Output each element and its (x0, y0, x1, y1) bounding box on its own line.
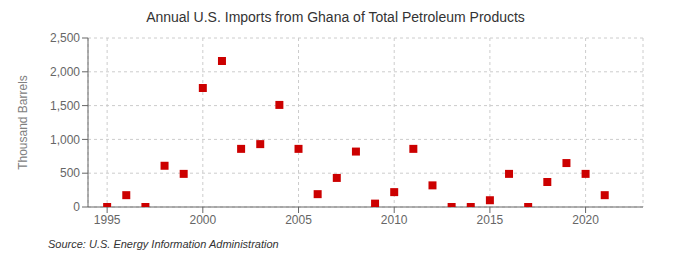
svg-text:2,000: 2,000 (50, 65, 80, 79)
svg-text:500: 500 (60, 166, 80, 180)
svg-text:0: 0 (73, 200, 80, 214)
svg-text:1,000: 1,000 (50, 133, 80, 147)
svg-text:2005: 2005 (285, 213, 312, 227)
html-text:Annual U.S. Imports from Ghana: Annual U.S. Imports from Ghana of Total … (146, 9, 525, 25)
svg-text:2015: 2015 (477, 213, 504, 227)
svg-text:Thousand Barrels: Thousand Barrels (16, 75, 30, 170)
svg-text:1,500: 1,500 (50, 99, 80, 113)
svg-text:2010: 2010 (381, 213, 408, 227)
svg-text:2000: 2000 (189, 213, 216, 227)
html-text:Source: U.S. Energy Informatio: Source: U.S. Energy Information Administ… (48, 238, 279, 250)
svg-text:2,500: 2,500 (50, 31, 80, 45)
svg-text:1995: 1995 (94, 213, 121, 227)
svg-text:2020: 2020 (572, 213, 599, 227)
